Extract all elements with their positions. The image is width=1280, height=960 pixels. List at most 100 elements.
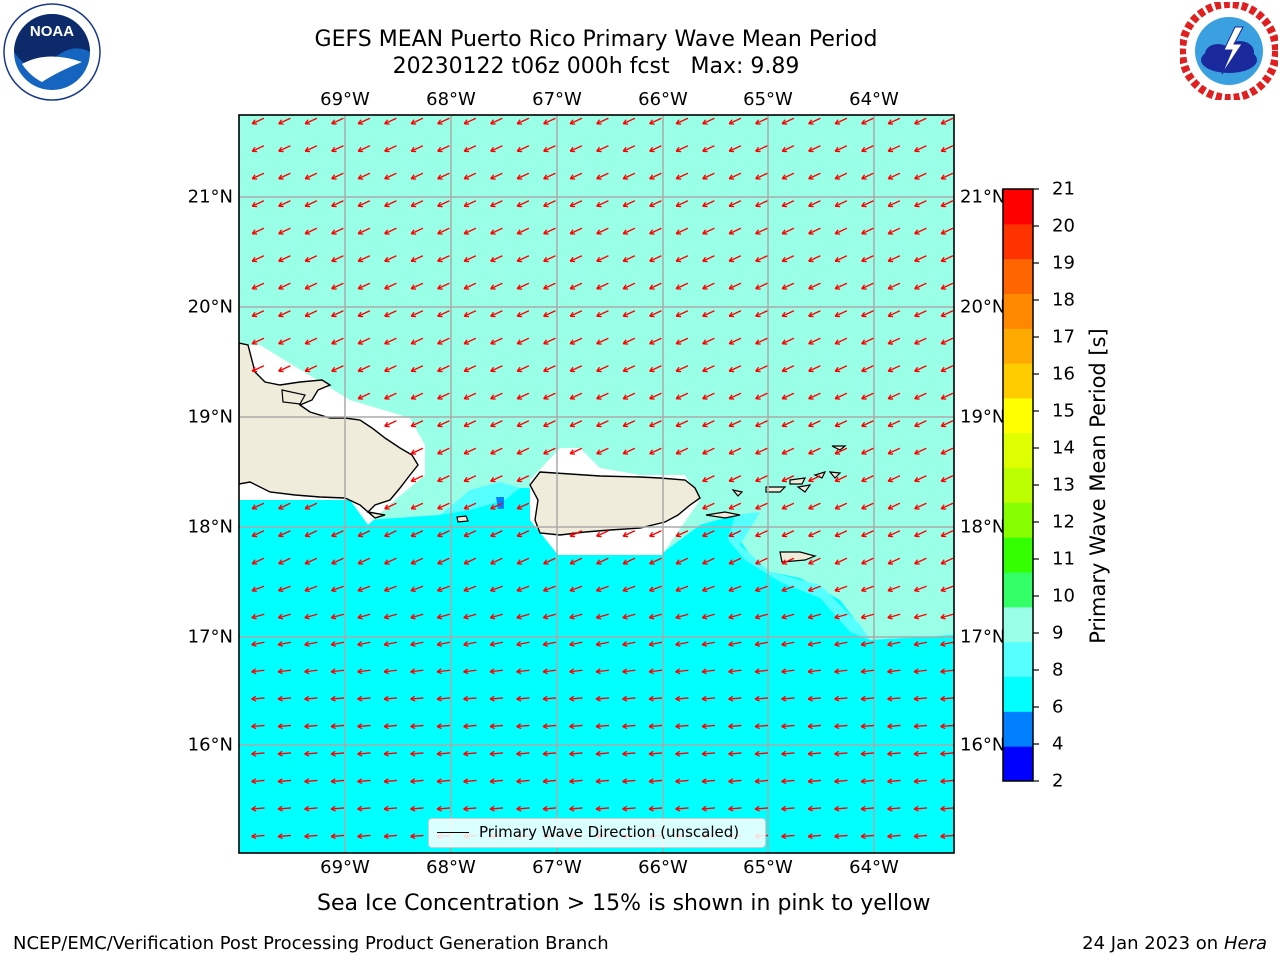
wave-arrow <box>861 145 874 153</box>
wave-arrow <box>463 255 477 263</box>
wave-arrow <box>357 805 371 812</box>
wave-arrow <box>437 337 450 345</box>
wave-arrow <box>834 420 848 428</box>
lon-label-top: 65°W <box>743 89 793 110</box>
wave-arrow <box>675 557 689 565</box>
wave-arrow <box>516 227 530 235</box>
colorbar-segment <box>1003 328 1033 364</box>
wave-arrow <box>278 337 291 345</box>
wave-arrow <box>702 475 715 483</box>
wave-arrow <box>304 282 318 290</box>
wave-arrow <box>675 723 689 730</box>
wave-arrow <box>251 172 265 180</box>
wave-arrow <box>914 502 927 510</box>
wave-arrow <box>410 282 424 290</box>
wave-arrow <box>887 172 901 180</box>
wave-arrow <box>914 172 927 180</box>
wave-arrow <box>914 530 927 538</box>
wave-arrow <box>410 310 424 318</box>
lon-label-bottom: 66°W <box>638 857 688 878</box>
wave-arrow <box>649 447 662 455</box>
wave-arrow <box>437 282 450 290</box>
wave-arrow <box>728 641 742 647</box>
wave-arrow <box>542 723 557 730</box>
wave-arrow <box>251 750 265 757</box>
wave-arrow <box>834 723 848 730</box>
virgin-islands-land <box>765 445 847 493</box>
wave-arrow <box>861 365 874 373</box>
lon-label-bottom: 64°W <box>849 857 899 878</box>
wave-arrow <box>914 475 927 483</box>
wave-arrow <box>516 475 530 483</box>
wave-arrow <box>834 227 848 235</box>
wave-arrow <box>728 695 742 702</box>
wave-arrow <box>808 392 821 400</box>
wave-arrow <box>622 557 636 565</box>
wave-arrow <box>357 227 371 235</box>
wave-arrow <box>861 502 874 510</box>
wave-arrow <box>701 750 716 757</box>
wave-arrow <box>728 723 742 730</box>
wave-arrow <box>543 255 556 263</box>
wave-arrow <box>834 778 848 785</box>
wave-arrow <box>675 117 689 125</box>
wave-arrow <box>437 200 450 208</box>
wave-arrow <box>861 337 874 345</box>
wave-arrow <box>384 145 397 153</box>
wave-arrow <box>940 530 954 538</box>
st-croix-land <box>779 551 817 563</box>
wave-arrow <box>384 310 397 318</box>
wave-arrow <box>887 530 901 538</box>
wave-arrow <box>251 557 265 565</box>
wave-arrow <box>251 585 265 593</box>
wave-arrow <box>384 392 397 400</box>
wave-arrow <box>357 530 371 538</box>
wave-arrow <box>649 392 662 400</box>
wave-arrow <box>913 585 927 593</box>
wave-arrow <box>622 750 636 757</box>
wave-arrow <box>675 172 689 180</box>
wave-arrow <box>887 420 901 428</box>
wave-arrow <box>463 585 477 593</box>
wave-arrow <box>913 805 928 812</box>
wave-arrow <box>489 613 503 620</box>
wave-arrow <box>622 392 636 400</box>
wave-arrow <box>569 392 583 400</box>
lon-label-bottom: 69°W <box>320 857 370 878</box>
colorbar-tick-label: 21 <box>1052 178 1075 200</box>
wave-arrow <box>490 337 503 345</box>
wave-arrow <box>781 117 795 125</box>
wave-arrow <box>648 750 663 757</box>
wave-arrow <box>490 310 503 318</box>
footer-date: 24 Jan 2023 on Hera <box>1082 933 1267 954</box>
wave-arrow <box>543 447 556 455</box>
wave-arrow <box>834 337 848 345</box>
wave-arrow <box>781 750 795 757</box>
wave-arrow <box>940 282 954 290</box>
wave-arrow <box>463 778 477 785</box>
wave-arrow <box>516 117 530 125</box>
wave-direction-arrows <box>251 117 954 840</box>
noaa-logo-text: NOAA <box>30 23 74 40</box>
wave-arrow <box>861 200 874 208</box>
wave-arrow <box>489 750 504 757</box>
wave-arrow <box>489 778 504 785</box>
wave-arrow <box>887 557 901 565</box>
wave-arrow <box>702 420 715 428</box>
wave-arrow <box>595 641 610 647</box>
wave-arrow <box>410 557 424 565</box>
wave-arrow <box>913 723 928 730</box>
wave-arrow <box>516 613 530 620</box>
wave-arrow <box>516 447 530 455</box>
wave-arrow <box>251 145 265 153</box>
wave-arrow <box>516 420 530 428</box>
wave-arrow <box>357 750 371 757</box>
wave-arrow <box>330 668 345 675</box>
wave-arrow <box>410 117 424 125</box>
wave-arrow <box>357 255 371 263</box>
wave-arrow <box>410 613 424 620</box>
wave-arrow <box>887 227 901 235</box>
wave-arrow <box>834 502 848 510</box>
wave-arrow <box>860 805 875 812</box>
wave-arrow <box>357 172 371 180</box>
